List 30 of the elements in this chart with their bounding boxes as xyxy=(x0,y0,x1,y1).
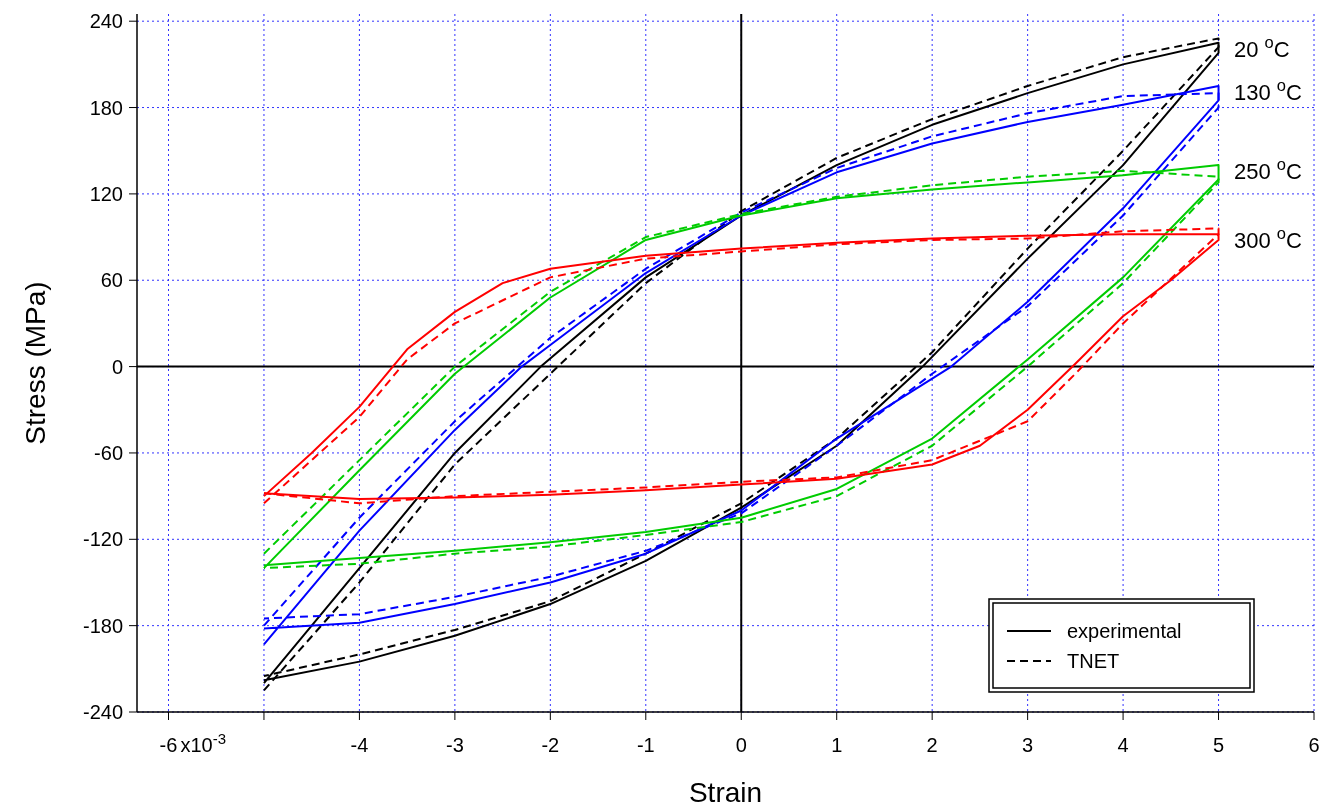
series-label: 300 $^{o}$C xyxy=(1234,224,1303,254)
y-tick-label: -180 xyxy=(82,614,123,637)
y-tick-label: -240 xyxy=(82,701,123,723)
x-tick-label: 2 xyxy=(926,734,938,756)
y-tick-label: 240 xyxy=(89,10,123,33)
x-tick-label: 4 xyxy=(1117,734,1129,756)
y-axis-title: Stress (MPa) xyxy=(20,281,51,445)
x-tick-label: 6 xyxy=(1308,734,1320,756)
y-tick-label: 120 xyxy=(89,182,123,205)
y-tick-label: -120 xyxy=(82,528,123,551)
x-tick-label: -2 xyxy=(541,734,560,756)
y-tick-label: 0 xyxy=(111,355,123,378)
series-label: 130 $^{o}$C xyxy=(1234,75,1303,105)
x-tick-label: 1 xyxy=(831,734,843,756)
x-axis-title: Strain xyxy=(688,777,763,808)
x-tick-label: 0 xyxy=(735,734,747,756)
annotation: TNET xyxy=(1067,650,1120,672)
y-tick-label: 180 xyxy=(89,96,123,119)
x-tick-label: 5 xyxy=(1212,734,1225,756)
x-tick-label: -6 xyxy=(159,734,178,756)
x-tick-label: 3 xyxy=(1022,734,1034,756)
text: x10$^{-3}$ xyxy=(180,729,227,756)
series-label: 20 $^{o}$C xyxy=(1234,32,1290,62)
y-tick-label: -60 xyxy=(94,441,123,464)
series-label: 250 $^{o}$C xyxy=(1234,155,1303,185)
y-tick-label: 60 xyxy=(100,269,123,292)
x-tick-label: -4 xyxy=(350,734,369,756)
x-tick-label: -1 xyxy=(636,734,655,756)
x-tick-label: -3 xyxy=(445,734,464,756)
annotation: experimental xyxy=(1067,620,1182,642)
